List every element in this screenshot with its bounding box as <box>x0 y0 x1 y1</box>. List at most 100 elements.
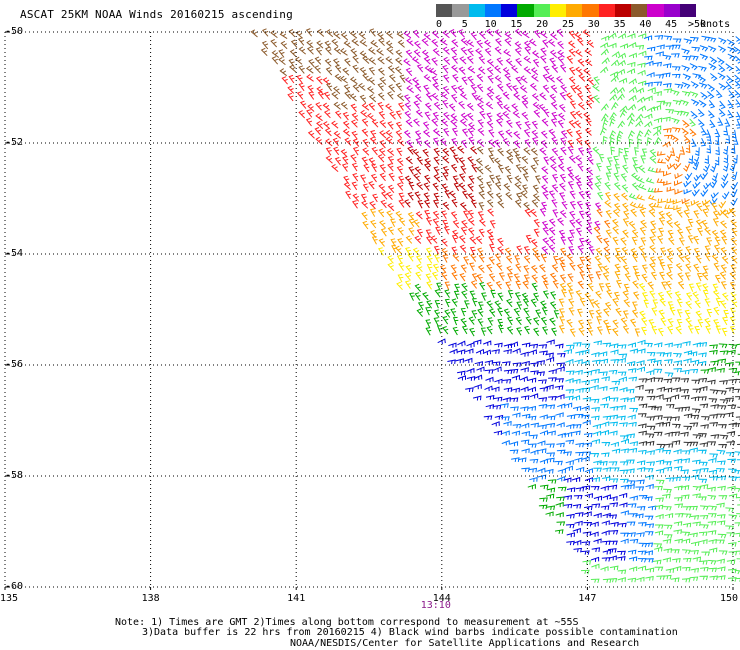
wind-barb <box>316 120 324 130</box>
wind-barb <box>639 310 646 319</box>
wind-barb <box>525 316 532 325</box>
wind-barb <box>640 219 647 228</box>
wind-barb <box>537 448 547 454</box>
wind-barb <box>324 58 332 67</box>
wind-barb <box>317 90 324 100</box>
wind-barb <box>610 441 619 447</box>
wind-barb <box>700 424 709 429</box>
wind-barb <box>607 157 613 166</box>
wind-barb <box>477 318 484 327</box>
wind-barb <box>359 50 368 59</box>
wind-barb <box>434 309 441 318</box>
wind-barb <box>514 47 522 57</box>
wind-barb <box>504 73 512 82</box>
wind-barb <box>576 181 583 190</box>
graticule-layer <box>4 31 734 590</box>
wind-barb <box>352 146 360 156</box>
wind-barb <box>698 433 707 438</box>
wind-barb <box>368 181 375 190</box>
wind-barb <box>693 263 700 273</box>
wind-barb <box>408 218 415 227</box>
wind-barb <box>424 111 431 120</box>
wind-barb <box>617 52 627 59</box>
wind-barb <box>727 404 737 410</box>
wind-barb <box>458 157 465 166</box>
wind-barb <box>717 575 726 580</box>
wind-barb <box>520 395 530 400</box>
wind-barb <box>713 244 720 254</box>
wind-barb <box>579 256 586 266</box>
wind-barb <box>404 110 412 119</box>
wind-barb <box>626 68 636 74</box>
wind-barb <box>611 101 619 110</box>
wind-barb <box>466 342 475 348</box>
wind-barb <box>557 119 564 129</box>
wind-barb <box>504 38 512 47</box>
wind-barb <box>635 44 645 50</box>
wind-barb <box>404 175 412 184</box>
wind-barb <box>436 282 442 291</box>
wind-barb <box>707 36 717 43</box>
wind-barb <box>442 46 450 55</box>
wind-barb <box>674 189 683 195</box>
wind-barb <box>730 197 738 207</box>
wind-barb <box>689 128 697 137</box>
legend-swatch <box>647 4 664 17</box>
wind-barb <box>638 245 645 254</box>
wind-barb <box>546 415 556 421</box>
wind-barb <box>431 30 440 39</box>
wind-barb <box>649 148 657 158</box>
wind-barb <box>631 172 639 181</box>
wind-barb <box>609 117 616 127</box>
wind-barb <box>388 172 395 182</box>
wind-barb <box>473 339 482 345</box>
wind-barb <box>250 29 258 38</box>
wind-barb <box>407 253 414 262</box>
wind-barb <box>541 307 548 316</box>
wind-barb <box>521 467 530 473</box>
wind-barb <box>531 120 538 130</box>
wind-barb <box>458 173 466 182</box>
wind-barb <box>602 272 609 281</box>
wind-barb <box>685 263 692 272</box>
wind-barb <box>362 73 369 82</box>
wind-barb <box>451 298 458 307</box>
wind-barb <box>705 325 712 334</box>
wind-barb <box>646 450 656 455</box>
wind-barb <box>557 163 565 172</box>
wind-barb <box>559 209 567 219</box>
wind-barb <box>605 325 612 335</box>
wind-barb <box>421 37 429 47</box>
wind-barb <box>622 229 629 238</box>
wind-barb <box>614 253 621 263</box>
wind-barb <box>682 82 691 89</box>
wind-barb <box>628 566 638 572</box>
wind-barb <box>718 45 727 53</box>
wind-barb <box>672 423 681 429</box>
wind-barb <box>609 397 619 402</box>
wind-barb <box>728 90 736 99</box>
wind-barb <box>622 310 629 319</box>
wind-barb <box>425 247 432 256</box>
wind-barb <box>620 532 629 538</box>
wind-barb <box>576 200 583 210</box>
wind-barb <box>486 190 494 199</box>
wind-barb <box>718 37 727 45</box>
wind-barb <box>653 81 663 87</box>
lat-tick-label: -60 <box>5 581 24 592</box>
wind-barb <box>727 46 736 54</box>
wind-barb <box>590 531 599 537</box>
wind-barb <box>545 352 554 358</box>
wind-barb <box>442 74 450 83</box>
wind-barb <box>432 137 440 146</box>
wind-barb <box>674 485 683 491</box>
wind-barb <box>494 378 503 384</box>
wind-barb <box>601 376 611 382</box>
wind-barb <box>530 147 538 156</box>
wind-barb <box>425 217 432 226</box>
wind-barb <box>450 119 458 128</box>
wind-barb <box>473 384 482 390</box>
wind-barb <box>334 157 341 166</box>
wind-barb <box>362 220 369 230</box>
wind-barb <box>530 265 538 274</box>
